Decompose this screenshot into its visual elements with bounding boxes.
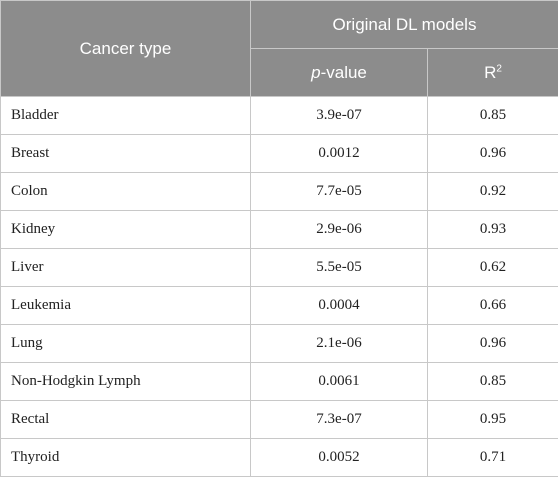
p-value-cell: 0.0004 <box>250 286 428 325</box>
p-value-cell: 7.7e-05 <box>250 172 428 211</box>
p-symbol: p <box>311 62 321 82</box>
r-squared-cell: 0.96 <box>427 134 558 173</box>
p-value-cell: 0.0061 <box>250 362 428 401</box>
p-value-cell: 2.1e-06 <box>250 324 428 363</box>
cancer-type-cell: Leukemia <box>0 286 251 325</box>
table-row: Lung 2.1e-06 0.96 <box>0 324 558 363</box>
r-squared-cell: 0.96 <box>427 324 558 363</box>
cancer-type-cell: Lung <box>0 324 251 363</box>
table-row: Bladder 3.9e-07 0.85 <box>0 96 558 135</box>
r-squared-exponent: 2 <box>496 62 502 74</box>
table-row: Liver 5.5e-05 0.62 <box>0 248 558 287</box>
table-row: Colon 7.7e-05 0.92 <box>0 172 558 211</box>
header-cancer-type: Cancer type <box>0 0 251 97</box>
table-row: Kidney 2.9e-06 0.93 <box>0 210 558 249</box>
table-row: Non-Hodgkin Lymph 0.0061 0.85 <box>0 362 558 401</box>
r-squared-cell: 0.93 <box>427 210 558 249</box>
cancer-type-cell: Liver <box>0 248 251 287</box>
header-r-squared: R2 <box>427 48 558 97</box>
r-squared-cell: 0.66 <box>427 286 558 325</box>
header-p-value: p-value <box>250 48 428 97</box>
r-squared-cell: 0.92 <box>427 172 558 211</box>
r-squared-cell: 0.62 <box>427 248 558 287</box>
subheader-row: p-value R2 <box>1 48 558 97</box>
r-squared-cell: 0.71 <box>427 438 558 477</box>
table-row: Breast 0.0012 0.96 <box>0 134 558 173</box>
table-row: Leukemia 0.0004 0.66 <box>0 286 558 325</box>
p-value-cell: 0.0012 <box>250 134 428 173</box>
p-value-suffix: -value <box>320 62 367 82</box>
cancer-type-cell: Rectal <box>0 400 251 439</box>
cancer-type-cell: Kidney <box>0 210 251 249</box>
header-row: Cancer type Original DL models <box>0 0 558 97</box>
r-symbol: R <box>484 62 497 82</box>
p-value-cell: 7.3e-07 <box>250 400 428 439</box>
cancer-type-cell: Bladder <box>0 96 251 135</box>
p-value-cell: 3.9e-07 <box>250 96 428 135</box>
cancer-type-cell: Thyroid <box>0 438 251 477</box>
r-squared-cell: 0.85 <box>427 96 558 135</box>
p-value-cell: 5.5e-05 <box>250 248 428 287</box>
cancer-type-cell: Breast <box>0 134 251 173</box>
cancer-type-cell: Colon <box>0 172 251 211</box>
table-row: Thyroid 0.0052 0.71 <box>0 438 558 477</box>
r-squared-cell: 0.95 <box>427 400 558 439</box>
header-original-dl-models: Original DL models <box>250 0 558 49</box>
p-value-cell: 2.9e-06 <box>250 210 428 249</box>
p-value-cell: 0.0052 <box>250 438 428 477</box>
r-squared-cell: 0.85 <box>427 362 558 401</box>
table-row: Rectal 7.3e-07 0.95 <box>0 400 558 439</box>
cancer-type-cell: Non-Hodgkin Lymph <box>0 362 251 401</box>
